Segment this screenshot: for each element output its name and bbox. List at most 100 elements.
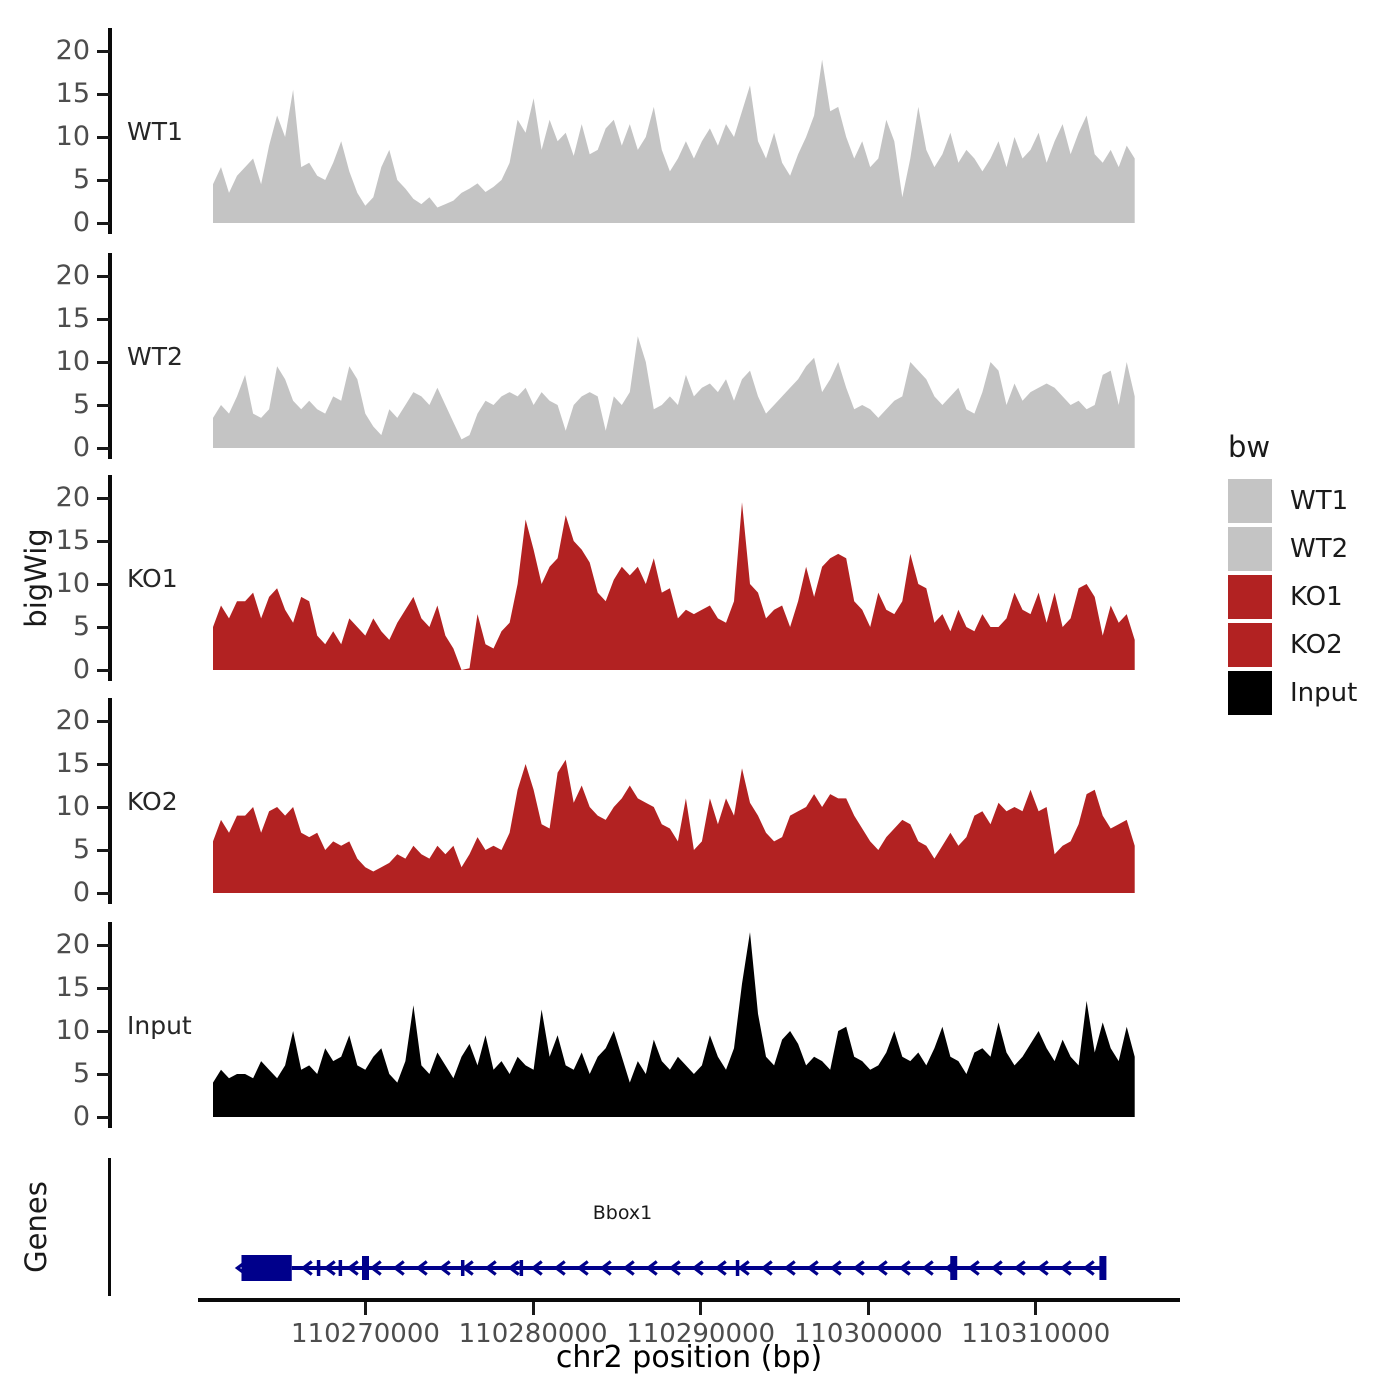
y-tick-label: 10 <box>55 568 90 599</box>
legend-item-wt2: WT2 <box>1205 527 1395 571</box>
y-axis-line <box>108 253 112 459</box>
x-tick-mark <box>531 1302 535 1315</box>
y-tick-mark <box>97 496 110 500</box>
y-axis-ticks: 0 5 10 15 20 <box>0 253 120 463</box>
y-tick-mark <box>97 317 110 321</box>
x-tick-mark <box>699 1302 703 1315</box>
genes-panel: Bbox1 <box>0 1158 1400 1303</box>
coverage-area-wt1 <box>213 59 1135 223</box>
y-tick-label: 0 <box>72 877 90 908</box>
y-tick-label: 15 <box>55 748 90 779</box>
y-tick-mark <box>97 582 110 586</box>
legend-label-ko2: KO2 <box>1290 630 1343 660</box>
y-tick-mark <box>97 1072 110 1076</box>
track-panel-ko2: 0 5 10 15 20 KO2 <box>0 698 1400 921</box>
y-tick-mark <box>97 178 110 182</box>
y-axis-line <box>108 28 112 234</box>
x-tick-label: 110280000 <box>458 1319 608 1349</box>
y-axis-ticks: 0 5 10 15 20 <box>0 698 120 908</box>
y-tick-mark <box>97 1029 110 1033</box>
y-tick-label: 0 <box>72 207 90 238</box>
gene-name-label: Bbox1 <box>592 1202 653 1224</box>
x-tick-mark <box>364 1302 367 1315</box>
y-tick-mark <box>97 539 110 543</box>
y-tick-label: 15 <box>55 303 90 334</box>
legend-item-wt1: WT1 <box>1205 479 1395 523</box>
legend-key-input-icon <box>1228 671 1272 715</box>
y-tick-label: 15 <box>55 972 90 1003</box>
y-tick-mark <box>97 805 110 809</box>
y-tick-label: 0 <box>72 654 90 685</box>
y-tick-mark <box>97 274 110 278</box>
y-axis-ticks: 0 5 10 15 20 <box>0 28 120 238</box>
y-tick-label: 20 <box>55 705 90 736</box>
y-tick-mark <box>97 446 110 450</box>
y-tick-mark <box>97 891 110 895</box>
y-tick-label: 0 <box>72 432 90 463</box>
track-panel-wt2: 0 5 10 15 20 WT2 <box>0 253 1400 476</box>
track-label-wt1: WT1 <box>127 117 183 146</box>
gene-model-bbox1 <box>234 1255 1107 1281</box>
legend-key-ko1-icon <box>1228 575 1272 619</box>
legend-label-ko1: KO1 <box>1290 582 1343 612</box>
y-tick-label: 0 <box>72 1101 90 1132</box>
y-tick-mark <box>97 668 110 672</box>
legend-item-ko1: KO1 <box>1205 575 1395 619</box>
y-tick-label: 10 <box>55 121 90 152</box>
y-tick-label: 10 <box>55 346 90 377</box>
y-tick-mark <box>97 762 110 766</box>
y-tick-mark <box>97 943 110 947</box>
coverage-area-ko1 <box>213 502 1135 670</box>
coverage-area-ko2 <box>213 759 1135 893</box>
y-tick-mark <box>97 360 110 364</box>
legend-key-wt1-icon <box>1228 479 1272 523</box>
y-tick-label: 5 <box>72 164 90 195</box>
legend-item-ko2: KO2 <box>1205 623 1395 667</box>
y-tick-mark <box>97 848 110 852</box>
x-tick-label: 110290000 <box>626 1319 776 1349</box>
legend-label-input: Input <box>1290 678 1358 708</box>
x-tick-label: 110270000 <box>291 1319 440 1349</box>
y-axis-ticks: 0 5 10 15 20 <box>0 922 120 1132</box>
track-panel-input: 0 5 10 15 20 Input <box>0 922 1400 1145</box>
x-axis-title: chr2 position (bp) <box>555 1340 823 1375</box>
legend-item-input: Input <box>1205 671 1395 715</box>
y-tick-label: 5 <box>72 834 90 865</box>
y-axis-line <box>108 475 112 681</box>
track-panel-ko1: 0 5 10 15 20 KO1 <box>0 475 1400 698</box>
track-label-ko2: KO2 <box>127 787 178 816</box>
y-tick-label: 20 <box>55 482 90 513</box>
y-tick-mark <box>97 135 110 139</box>
y-tick-mark <box>97 1115 110 1119</box>
legend-label-wt1: WT1 <box>1290 486 1349 516</box>
track-panel-wt1: 0 5 10 15 20 WT1 <box>0 28 1400 251</box>
y-tick-label: 5 <box>72 1058 90 1089</box>
y-tick-mark <box>97 92 110 96</box>
x-tick-mark <box>866 1302 870 1315</box>
y-axis-line <box>108 922 112 1128</box>
y-tick-label: 20 <box>55 260 90 291</box>
y-tick-mark <box>97 403 110 407</box>
legend-label-wt2: WT2 <box>1290 534 1349 564</box>
track-label-input: Input <box>127 1011 192 1040</box>
x-axis-ticks: 110270000 110280000 110290000 110300000 1103… <box>0 1302 1400 1362</box>
y-tick-mark <box>97 49 110 53</box>
legend-key-ko2-icon <box>1228 623 1272 667</box>
legend-title: bw <box>1228 430 1271 464</box>
y-tick-mark <box>97 986 110 990</box>
x-tick-mark <box>1034 1302 1038 1315</box>
x-tick-label: 110300000 <box>793 1319 943 1349</box>
y-tick-label: 10 <box>55 791 90 822</box>
y-tick-label: 20 <box>55 35 90 66</box>
genes-axis-line <box>108 1158 111 1296</box>
track-label-wt2: WT2 <box>127 342 183 371</box>
legend: bw WT1 WT2 KO1 KO2 Input <box>1205 430 1395 760</box>
y-tick-label: 10 <box>55 1015 90 1046</box>
y-tick-mark <box>97 719 110 723</box>
y-tick-label: 5 <box>72 389 90 420</box>
x-axis-line <box>198 1298 1180 1302</box>
y-axis-line <box>108 698 112 904</box>
coverage-area-wt2 <box>213 336 1135 448</box>
y-tick-mark <box>97 221 110 225</box>
